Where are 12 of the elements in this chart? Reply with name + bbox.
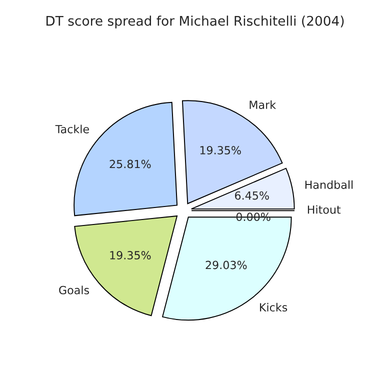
chart-title: DT score spread for Michael Rischitelli (2004) [46,16,344,28]
data-label: 6.45% [235,191,269,200]
slice-label: Tackle [55,124,89,134]
data-label: 19.35% [110,251,151,260]
slice-label: Handball [305,180,353,189]
slice-label: Goals [59,286,90,294]
slice-label: Mark [250,100,276,109]
data-label: 25.81% [110,160,151,168]
data-label: 19.35% [200,146,241,154]
data-label: 29.03% [206,260,247,270]
slice-label: Kicks [260,302,288,312]
category-label: Hitout [308,205,341,214]
